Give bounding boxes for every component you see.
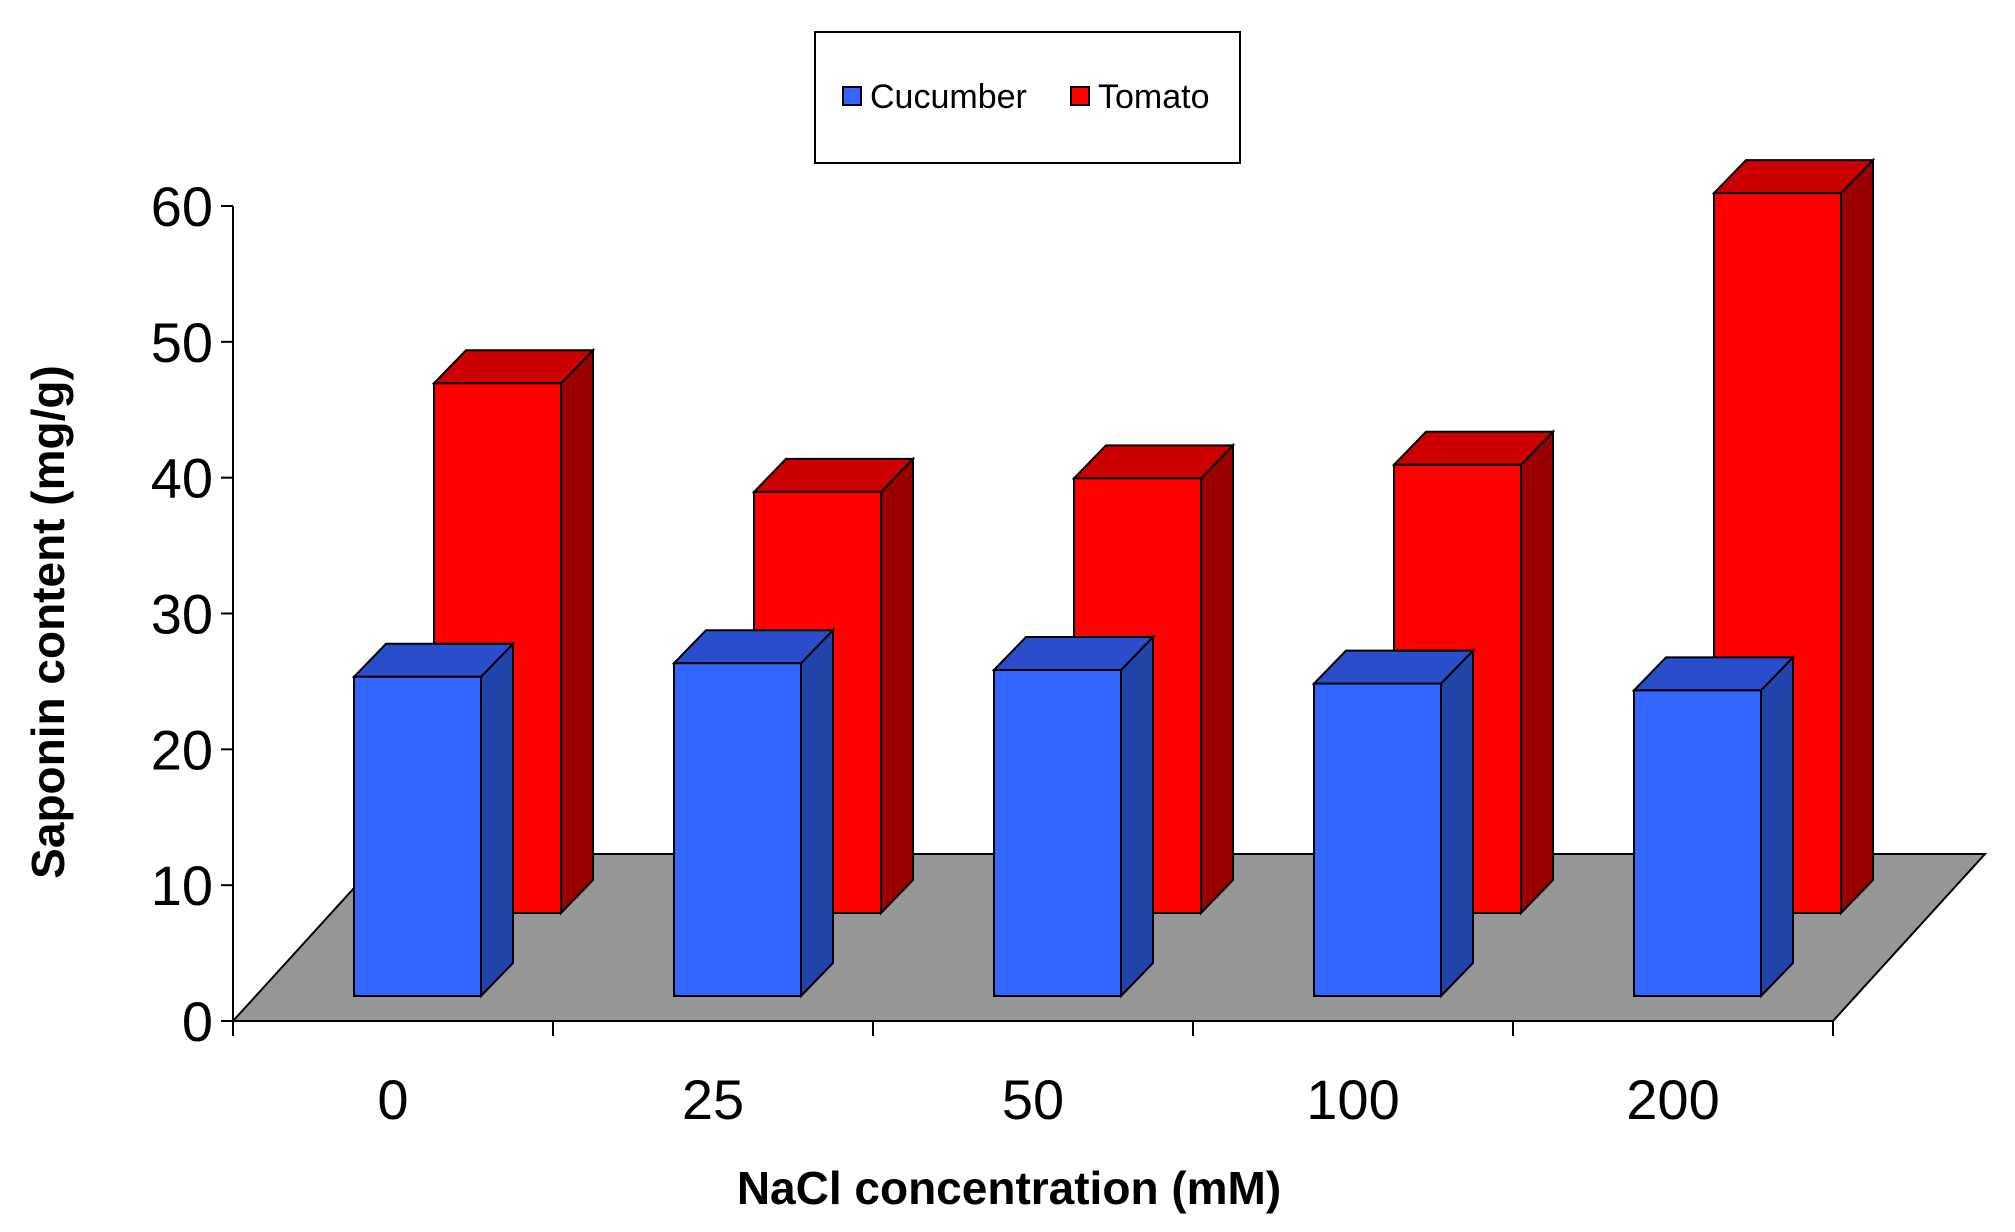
bar-cucumber-0 (351, 641, 516, 999)
bar-cucumber-200-front (1633, 689, 1762, 997)
bar-cucumber-0-side (480, 641, 514, 999)
y-tick-label-20: 20 (151, 718, 213, 781)
y-tick-label-0: 0 (182, 990, 213, 1053)
series-cucumber-bars (351, 627, 1796, 999)
bar-cucumber-25-front (673, 662, 802, 997)
x-tick-label-200: 200 (1626, 1068, 1719, 1131)
x-tick-label-50: 50 (1002, 1068, 1064, 1131)
bar-cucumber-50 (991, 634, 1156, 999)
bar-tomato-50-side (1200, 442, 1234, 916)
y-tick-label-40: 40 (151, 447, 213, 510)
y-axis-title: Saponin content (mg/g) (22, 365, 74, 879)
bar-cucumber-0-front (353, 675, 482, 998)
bar-cucumber-50-front (993, 669, 1122, 997)
bar-tomato-200 (1711, 157, 1876, 916)
x-tick-label-25: 25 (682, 1068, 744, 1131)
y-tick-label-30: 30 (151, 583, 213, 646)
axis-layer (221, 205, 1834, 1036)
bar-cucumber-200 (1631, 654, 1796, 999)
y-tick-label-50: 50 (151, 311, 213, 374)
bar-cucumber-25-side (800, 627, 834, 999)
bar-tomato-25-side (880, 456, 914, 916)
x-tick-label-0: 0 (377, 1068, 408, 1131)
legend-swatch-cucumber (842, 86, 862, 106)
legend: Cucumber Tomato (814, 31, 1241, 164)
bar-tomato-100-side (1520, 429, 1554, 916)
bar-cucumber-100-front (1313, 682, 1442, 997)
bar-cucumber-200-side (1760, 654, 1794, 999)
legend-swatch-tomato (1070, 86, 1090, 106)
y-tick-label-60: 60 (151, 175, 213, 238)
bar-cucumber-100 (1311, 648, 1476, 999)
bar-cucumber-100-side (1440, 648, 1474, 999)
y-tick-label-10: 10 (151, 854, 213, 917)
x-axis-title: NaCl concentration (mM) (737, 1162, 1281, 1214)
bar-tomato-200-side (1840, 157, 1874, 916)
labels-layer: 0 10 20 30 40 50 60 0 25 50 100 200 (151, 175, 1720, 1131)
x-tick-label-100: 100 (1306, 1068, 1399, 1131)
bar-tomato-0-side (560, 347, 594, 916)
legend-box (814, 31, 1241, 164)
legend-label-tomato: Tomato (1098, 78, 1210, 116)
legend-label-cucumber: Cucumber (870, 78, 1027, 116)
bar-cucumber-25 (671, 627, 836, 999)
bar-cucumber-50-side (1120, 634, 1154, 999)
